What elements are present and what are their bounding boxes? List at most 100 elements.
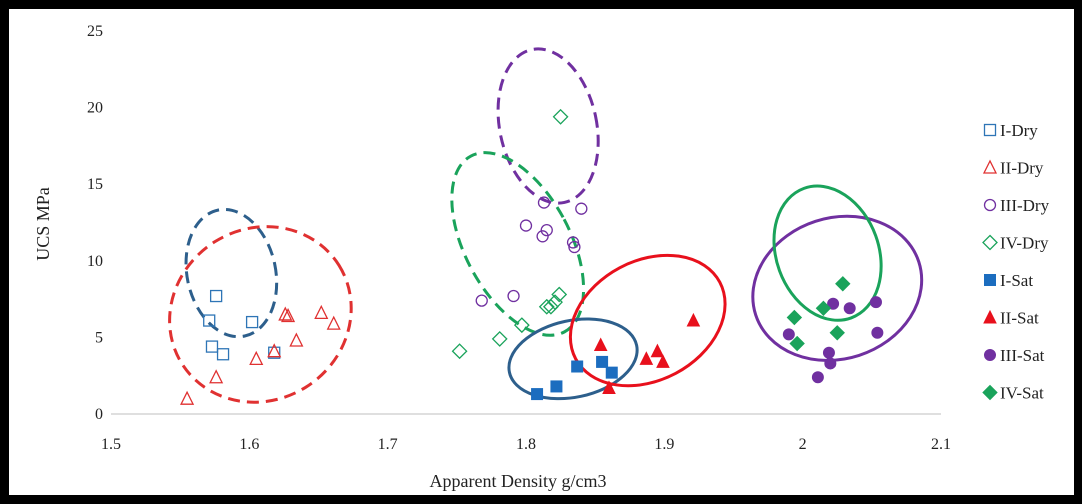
y-axis-label: UCS MPa <box>33 187 53 261</box>
data-point <box>513 317 530 334</box>
data-points <box>180 108 884 405</box>
data-point <box>245 315 259 329</box>
data-point <box>267 343 282 358</box>
x-axis-ticks: 1.5 1.6 1.7 1.8 1.9 2 2.1 <box>101 436 951 453</box>
group-ellipse <box>450 151 586 337</box>
data-point <box>827 297 840 310</box>
data-point <box>566 236 580 249</box>
x-tick-label: 1.6 <box>239 436 259 453</box>
data-point <box>451 343 468 360</box>
y-tick-label: 20 <box>87 100 103 117</box>
data-point <box>289 332 304 347</box>
data-point <box>203 314 216 327</box>
data-point <box>822 346 835 359</box>
data-point <box>575 202 588 215</box>
data-point <box>531 388 544 401</box>
group-ellipse <box>507 317 639 401</box>
x-tick-label: 1.9 <box>654 436 674 453</box>
x-tick-label: 1.8 <box>516 436 536 453</box>
group-ellipse <box>496 47 600 205</box>
series-ii-sat <box>593 312 701 394</box>
y-tick-label: 0 <box>95 406 103 423</box>
chart-frame: 1.5 1.6 1.7 1.8 1.9 2 2.1 0 5 10 15 20 25 Apparent … <box>9 9 1074 495</box>
data-point <box>475 294 488 307</box>
data-point <box>216 348 230 361</box>
data-point <box>650 343 665 358</box>
legend: I-Dry II-Dry III-Dry IV-Dry I-Sat II-Sat III-S… <box>982 121 1050 403</box>
group-ellipse <box>168 225 353 404</box>
data-point <box>278 306 293 321</box>
data-point <box>593 337 608 352</box>
group-ellipse <box>772 184 883 322</box>
data-point <box>268 346 281 359</box>
data-point <box>639 351 654 365</box>
series-iii-dry <box>475 196 588 307</box>
y-tick-label: 25 <box>87 23 103 40</box>
legend-label: II-Dry <box>1000 159 1044 178</box>
series-iv-dry <box>451 108 569 360</box>
series-iv-sat <box>786 276 851 352</box>
series-iii-sat <box>782 296 884 384</box>
scatter-chart: 1.5 1.6 1.7 1.8 1.9 2 2.1 0 5 10 15 20 25 Apparent … <box>33 23 1050 491</box>
data-point <box>568 240 581 254</box>
data-point <box>491 331 508 347</box>
data-point <box>871 326 884 339</box>
legend-label: I-Dry <box>1000 121 1038 140</box>
data-point <box>571 360 584 373</box>
data-point <box>538 298 555 315</box>
data-point <box>249 350 264 365</box>
data-point <box>789 335 805 352</box>
group-ellipse <box>568 253 727 388</box>
y-axis-ticks: 0 5 10 15 20 25 <box>87 23 103 423</box>
y-tick-label: 10 <box>87 253 103 270</box>
legend-marker <box>982 384 998 401</box>
group-ellipse <box>751 214 924 362</box>
y-tick-label: 5 <box>95 329 103 346</box>
data-point <box>835 276 851 292</box>
group-ellipse <box>184 207 279 339</box>
data-point <box>656 354 670 368</box>
data-point <box>596 355 609 368</box>
legend-label: IV-Sat <box>1000 384 1044 403</box>
data-point <box>536 230 549 243</box>
data-point <box>519 219 533 232</box>
legend-marker <box>983 309 997 324</box>
data-point <box>507 289 520 303</box>
data-point <box>540 224 553 237</box>
series-ii-dry <box>180 304 341 405</box>
y-tick-label: 15 <box>87 176 103 193</box>
data-point <box>551 286 568 303</box>
legend-label: III-Dry <box>1000 196 1050 215</box>
data-point <box>180 390 195 405</box>
data-point <box>537 196 551 209</box>
data-point <box>209 369 224 384</box>
data-point <box>209 289 223 303</box>
data-point <box>314 304 329 320</box>
data-point <box>326 315 341 330</box>
data-point <box>281 307 296 323</box>
group-ellipses <box>168 47 924 404</box>
data-point <box>869 296 882 309</box>
data-point <box>815 300 832 316</box>
legend-label: IV-Dry <box>1000 234 1049 253</box>
data-point <box>205 340 219 353</box>
data-point <box>550 380 563 393</box>
data-point <box>824 357 837 370</box>
legend-label: II-Sat <box>1000 309 1039 328</box>
data-point <box>686 312 701 327</box>
legend-label: III-Sat <box>1000 346 1045 365</box>
data-point <box>605 366 618 379</box>
data-point <box>829 325 845 341</box>
x-tick-label: 1.7 <box>378 436 398 453</box>
x-tick-label: 2 <box>799 436 807 453</box>
legend-marker <box>983 123 997 137</box>
legend-marker <box>984 349 996 361</box>
legend-marker <box>984 274 996 286</box>
data-point <box>786 309 803 326</box>
data-point <box>782 328 795 341</box>
legend-marker <box>983 198 997 212</box>
data-point <box>547 294 563 311</box>
legend-label: I-Sat <box>1000 271 1033 290</box>
series-i-dry <box>203 289 281 361</box>
data-point <box>602 380 616 394</box>
